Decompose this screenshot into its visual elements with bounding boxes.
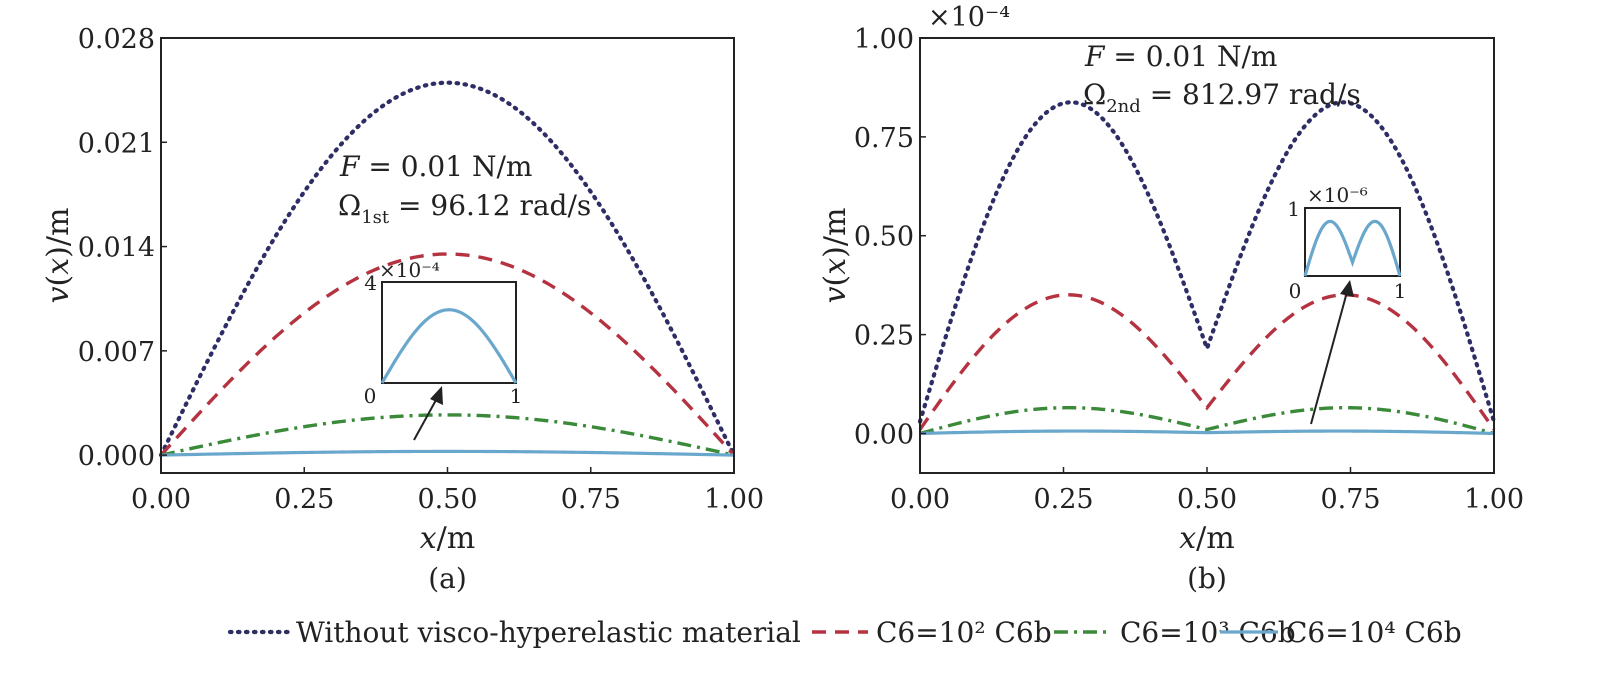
panel-a-inset-x-tick-label: 1 xyxy=(510,384,523,408)
panel-b-y-axis-label: v(x)/m xyxy=(818,208,853,304)
panel-b-label: (b) xyxy=(1187,562,1227,595)
panel-a-y-axis-label: v(x)/m xyxy=(41,208,76,304)
panel-a-annotation-force: F = 0.01 N/m xyxy=(339,150,532,183)
panel-a-y-tick-label: 0.021 xyxy=(78,128,155,159)
legend-label-solid: C6=10⁴ C6b xyxy=(1286,616,1462,649)
panel-b-x-axis-label: x/m xyxy=(1179,521,1234,556)
panel-b-y-exponent: ×10⁻⁴ xyxy=(928,2,1010,33)
panel-b: 0.00 0.25 0.50 0.75 1.00 0.00 0.25 0.50 0.75 1.0… xyxy=(818,2,1524,595)
panel-a-series-solid xyxy=(160,449,735,457)
legend-label-dotted: Without visco-hyperelastic material xyxy=(296,616,801,649)
panel-a-x-tick-label: 0.00 xyxy=(131,484,191,515)
panel-a-y-tick-label: 0.028 xyxy=(78,24,155,55)
panel-b-inset-arrow xyxy=(1310,291,1348,425)
panel-b-y-tick-label: 0.75 xyxy=(854,123,914,154)
panel-a-y-tick-label: 0.007 xyxy=(78,337,155,368)
panel-a-x-tick-label: 0.25 xyxy=(274,484,334,515)
panel-a-inset-arrow xyxy=(413,399,437,441)
panel-b-y-tick-label: 0.25 xyxy=(854,321,914,352)
panel-a-inset-arrowhead xyxy=(430,386,443,405)
panel-b-inset-x-tick-label: 1 xyxy=(1394,279,1407,303)
panel-a: 0.00 0.25 0.50 0.75 1.00 0.000 0.007 0.014 0.02… xyxy=(41,24,764,595)
panel-b-x-tick-label: 0.50 xyxy=(1177,484,1237,515)
panel-a-y-tick-label: 0.000 xyxy=(78,441,155,472)
panel-b-annotation-frequency: Ω2nd = 812.97 rad/s xyxy=(1083,78,1361,117)
panel-b-inset-arrowhead xyxy=(1340,280,1354,297)
panel-b-series-dotted xyxy=(917,100,1497,424)
panel-b-inset-exponent: ×10⁻⁶ xyxy=(1307,183,1368,207)
panel-b-inset-y-tick-label: 1 xyxy=(1287,197,1300,221)
panel-a-inset-exponent: ×10⁻⁴ xyxy=(379,258,440,282)
panel-b-series-solid xyxy=(919,429,1495,436)
panel-a-inset-curve xyxy=(380,308,518,384)
panel-a-inset-x-tick-label: 0 xyxy=(364,384,377,408)
panel-a-y-tick-label: 0.014 xyxy=(78,233,155,264)
panel-a-annotation-frequency: Ω1st = 96.12 rad/s xyxy=(338,189,591,228)
panel-b-y-tick-label: 0.50 xyxy=(854,222,914,253)
panel-b-x-tick-label: 1.00 xyxy=(1464,484,1524,515)
panel-b-y-tick-label: 1.00 xyxy=(854,24,914,55)
panel-a-series-dashdot xyxy=(160,413,735,457)
panel-a-x-tick-label: 0.50 xyxy=(417,484,477,515)
panel-b-series-dashdot xyxy=(919,406,1495,436)
panel-b-y-tick-label: 0.00 xyxy=(854,419,914,450)
panel-a-inset: 4×10⁻⁴ 0 1 xyxy=(364,258,523,408)
panel-b-inset: 1 ×10⁻⁶ 0 1 xyxy=(1287,183,1406,303)
panel-a-label: (a) xyxy=(428,562,467,595)
panel-b-inset-curve xyxy=(1303,219,1402,277)
panel-b-x-tick-label: 0.75 xyxy=(1320,484,1380,515)
panel-a-x-tick-label: 0.75 xyxy=(561,484,621,515)
panel-a-inset-y-tick-label: 4 xyxy=(364,271,377,295)
panel-a-x-tick-label: 1.00 xyxy=(704,484,764,515)
legend-label-dashed: C6=10² C6b xyxy=(876,616,1052,649)
panel-a-x-axis-label: x/m xyxy=(420,521,475,556)
panel-b-inset-x-tick-label: 0 xyxy=(1289,279,1302,303)
panel-b-x-tick-label: 0.00 xyxy=(890,484,950,515)
panel-b-annotation-force: F = 0.01 N/m xyxy=(1084,40,1277,73)
panel-a-series-dotted xyxy=(158,80,737,458)
panel-a-inset-frame xyxy=(381,281,517,384)
panel-a-frame xyxy=(160,37,735,474)
legend: Without visco-hyperelastic material C6=10… xyxy=(227,616,1462,649)
panel-b-series-dashed xyxy=(918,293,1496,431)
panel-b-x-tick-label: 0.25 xyxy=(1033,484,1093,515)
panel-a-series-dashed xyxy=(159,252,736,457)
